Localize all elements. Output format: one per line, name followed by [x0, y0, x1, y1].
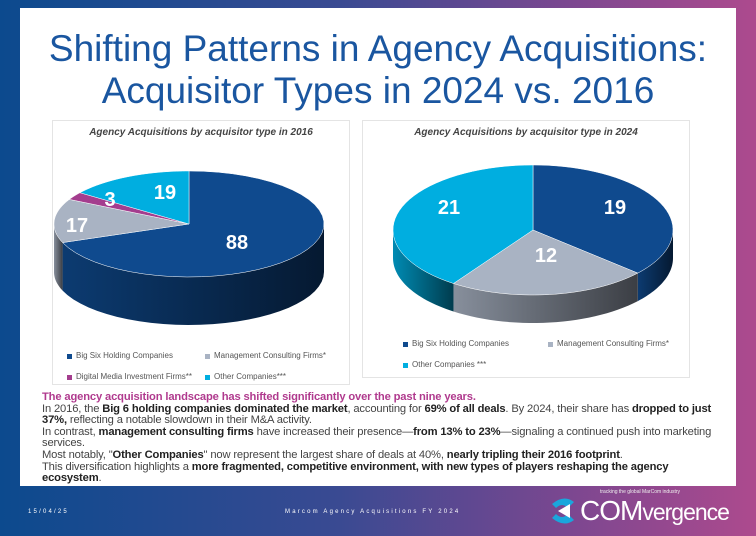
text-run: . By 2024, their share has	[505, 402, 632, 415]
pie-side-2	[393, 230, 454, 312]
pie-slice-management-consulting-firms-	[452, 229, 639, 296]
legend: Big Six Holding Companies Management Cons…	[67, 351, 347, 393]
legend-item: Big Six Holding Companies	[403, 339, 548, 349]
legend-item: Other Companies***	[205, 372, 343, 382]
comvergence-logo: tracking the global MarCom industry COMv…	[548, 489, 738, 529]
pie-side-1	[54, 224, 63, 291]
chart-title: Agency Acquisitions by acquisitor type i…	[89, 127, 313, 138]
pie-slice-other-companies-	[392, 164, 534, 284]
chart-2016: Agency Acquisitions by acquisitor type i…	[52, 120, 350, 385]
legend-swatch	[403, 362, 408, 368]
slide-title: Shifting Patterns in Agency Acquisitions…	[48, 28, 708, 111]
summary-paragraph: In 2016, the Big 6 holding companies dom…	[42, 402, 722, 427]
legend-label: Digital Media Investment Firms**	[76, 372, 193, 381]
legend-swatch	[205, 353, 210, 359]
logo-vergence: vergence	[642, 499, 730, 525]
legend-label: Management Consulting Firms*	[214, 351, 327, 360]
text-run: .	[619, 448, 623, 461]
legend-swatch	[67, 353, 72, 359]
data-label: 19	[603, 197, 627, 219]
emphasis-text: Big 6 holding companies dominated the ma…	[102, 402, 348, 415]
pie-2024	[392, 164, 674, 323]
legend-label: Big Six Holding Companies	[412, 339, 509, 348]
logo-com: COM	[580, 495, 643, 526]
emphasis-text: dropped to just 37%,	[42, 402, 712, 427]
text-run: In contrast,	[42, 425, 99, 438]
logo-tagline: tracking the global MarCom industry	[600, 489, 681, 495]
chart-title: Agency Acquisitions by acquisitor type i…	[414, 127, 638, 138]
pie-side-1	[453, 273, 638, 323]
data-label: 21	[437, 197, 461, 219]
text-run: Most notably, "	[42, 448, 113, 461]
legend-label: Big Six Holding Companies	[76, 351, 173, 360]
text-run: , accounting for	[347, 402, 425, 415]
text-run: .	[98, 472, 102, 485]
text-run: have increased their presence—	[253, 425, 414, 438]
text-run: reflecting a notable slowdown in their M…	[66, 414, 312, 427]
emphasis-text: nearly tripling their 2016 footprint	[446, 448, 620, 461]
text-run: " now represent the largest share of dea…	[203, 448, 447, 461]
legend-swatch	[205, 374, 210, 380]
legend-swatch	[67, 374, 72, 380]
chart-2024: Agency Acquisitions by acquisitor type i…	[362, 120, 690, 378]
text-run: In 2016, the	[42, 402, 103, 415]
data-label: 19	[153, 182, 177, 204]
legend-label: Other Companies***	[214, 372, 287, 381]
logo-mark-icon	[552, 498, 574, 524]
pie-side-0	[637, 230, 673, 302]
data-label: 3	[104, 189, 116, 211]
pie-slice-digital-media-investment-firms-	[68, 192, 190, 225]
emphasis-text: more fragmented, competitive environment…	[42, 460, 669, 485]
summary-paragraph: This diversification highlights a more f…	[42, 460, 722, 485]
footer-title: Marcom Agency Acquisitions FY 2024	[285, 509, 461, 515]
data-label: 12	[534, 245, 558, 267]
pie-slice-big-six-holding-companies	[532, 164, 674, 274]
summary-paragraph: Most notably, "Other Companies" now repr…	[42, 448, 722, 462]
legend-swatch	[548, 341, 553, 347]
summary-lead: The agency acquisition landscape has shi…	[42, 391, 476, 403]
legend: Big Six Holding Companies Management Cons…	[403, 339, 693, 381]
legend-swatch	[403, 341, 408, 347]
pie-slice-management-consulting-firms-	[53, 199, 190, 243]
legend-item: Other Companies ***	[403, 360, 548, 370]
summary-text: The agency acquisition landscape has shi…	[42, 391, 722, 485]
emphasis-text: Other Companies	[112, 448, 204, 461]
pie-side-0	[62, 224, 324, 325]
pie-slice-big-six-holding-companies	[62, 170, 325, 278]
legend-label: Management Consulting Firms*	[557, 339, 670, 348]
text-run: This diversification highlights a	[42, 460, 192, 473]
text-run: —signaling a continued push into marketi…	[42, 425, 712, 450]
summary-paragraph: In contrast, management consulting firms…	[42, 425, 722, 450]
legend-item: Management Consulting Firms*	[548, 339, 693, 349]
emphasis-text: 69% of all deals	[424, 402, 506, 415]
legend-item: Management Consulting Firms*	[205, 351, 343, 361]
data-label: 88	[225, 232, 249, 254]
data-label: 17	[65, 215, 89, 237]
emphasis-text: management consulting firms	[98, 425, 254, 438]
footer-date: 15/04/25	[28, 509, 69, 515]
legend-item: Big Six Holding Companies	[67, 351, 205, 361]
pie-slice-other-companies-	[79, 170, 190, 225]
emphasis-text: from 13% to 23%	[413, 425, 501, 438]
legend-label: Other Companies ***	[412, 360, 487, 369]
pie-2016	[53, 170, 325, 325]
legend-item: Digital Media Investment Firms**	[67, 372, 205, 382]
